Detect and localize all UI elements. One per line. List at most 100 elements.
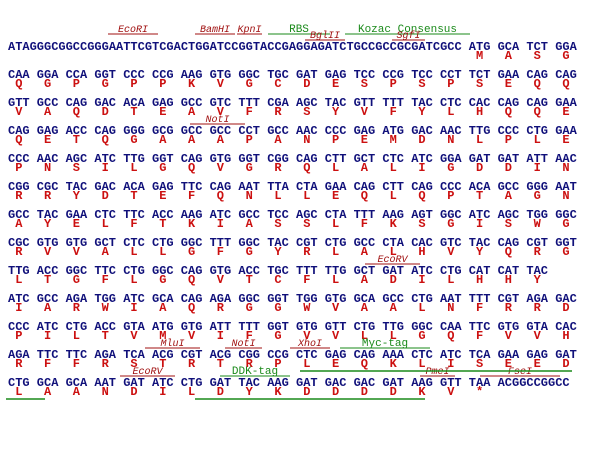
amino-acid: E <box>159 189 166 203</box>
amino-acid: L <box>390 245 397 259</box>
codon: TTG <box>382 320 404 334</box>
amino-acid: A <box>246 217 254 231</box>
amino-acid: L <box>390 161 397 175</box>
codon: CTC <box>123 236 145 250</box>
amino-acid: Q <box>188 273 195 287</box>
amino-acid: T <box>73 133 80 147</box>
codon: CTG <box>66 320 88 334</box>
amino-acid: A <box>361 301 369 315</box>
amino-acid: A <box>217 133 225 147</box>
amino-acid: P <box>332 133 339 147</box>
amino-acid: E <box>332 77 339 91</box>
amino-acid: Q <box>188 301 195 315</box>
feature-label: MluI <box>160 338 184 350</box>
amino-acid: G <box>418 329 425 343</box>
amino-acid: F <box>246 329 253 343</box>
amino-acid: E <box>159 105 166 119</box>
amino-acid: Q <box>534 105 541 119</box>
codon: GCC <box>8 208 30 222</box>
codon: AGC <box>66 152 88 166</box>
amino-acid: R <box>102 357 110 371</box>
codon: AGA <box>526 292 548 306</box>
codon: GGA <box>440 152 462 166</box>
codon: GTA <box>123 320 145 334</box>
amino-acid: L <box>418 301 425 315</box>
amino-acid: K <box>390 217 398 231</box>
amino-acid: L <box>274 189 281 203</box>
codon: CCT <box>238 124 260 138</box>
amino-acid: A <box>361 161 369 175</box>
amino-acid: H <box>418 245 425 259</box>
codon: GGT <box>152 152 174 166</box>
codon: AGC <box>296 208 318 222</box>
codon: CTG <box>152 236 174 250</box>
codon: TGG <box>526 208 548 222</box>
amino-acid: G <box>188 245 195 259</box>
codon: GTT <box>8 96 30 110</box>
codon: GGG <box>526 180 548 194</box>
amino-acid: R <box>274 161 282 175</box>
codon: GTC <box>210 96 232 110</box>
amino-acid: Q <box>217 189 224 203</box>
codon: GCA <box>152 292 174 306</box>
codon: AAC <box>296 124 318 138</box>
codon: TTG <box>469 124 491 138</box>
amino-acid: E <box>332 189 339 203</box>
codon: GCT <box>94 236 116 250</box>
codon: GGA <box>37 68 59 82</box>
amino-acid: S <box>505 217 512 231</box>
amino-acid: T <box>476 189 483 203</box>
codon: GTG <box>37 236 59 250</box>
amino-acid: K <box>274 385 282 399</box>
codon: CGG <box>267 152 289 166</box>
codon: GAT <box>382 376 404 390</box>
codon: CAG <box>66 96 88 110</box>
codon: GGT <box>267 292 289 306</box>
amino-acid: Q <box>447 329 454 343</box>
amino-acid: W <box>534 217 542 231</box>
feature-label: FseI <box>508 367 532 378</box>
amino-acid: L <box>332 217 339 231</box>
amino-acid: S <box>130 357 137 371</box>
amino-acid: L <box>130 245 137 259</box>
amino-acid: G <box>246 301 253 315</box>
codon: TCA <box>123 348 145 362</box>
codon: GAC <box>354 376 376 390</box>
amino-acid: F <box>246 105 253 119</box>
amino-acid: Y <box>332 105 340 119</box>
codon: GTG <box>210 264 232 278</box>
codon: TTA <box>267 180 289 194</box>
amino-acid: G <box>44 77 51 91</box>
codon: ACA <box>123 180 145 194</box>
amino-acid: Y <box>418 105 426 119</box>
codon: CTA <box>382 236 404 250</box>
codon: CAA <box>440 320 462 334</box>
amino-acid: D <box>390 385 397 399</box>
codon: GAA <box>555 124 577 138</box>
amino-acid: L <box>73 329 80 343</box>
codon: TAC <box>469 236 491 250</box>
amino-acid: F <box>102 273 109 287</box>
codon: GCC <box>267 124 289 138</box>
amino-acid: R <box>534 301 542 315</box>
codon: GTT <box>440 376 462 390</box>
codon: AAC <box>555 152 577 166</box>
codon: GGC <box>152 264 174 278</box>
codon: AGC <box>296 96 318 110</box>
codon: GCC <box>354 236 376 250</box>
codon: GAG <box>325 348 347 362</box>
codon: AGC <box>498 208 520 222</box>
amino-acid: A <box>505 189 513 203</box>
codon: AAG <box>411 376 433 390</box>
codon: CTG <box>440 264 462 278</box>
amino-acid: P <box>130 77 137 91</box>
trailer-sequence: ACGGCCGGCC <box>498 376 570 390</box>
codon: CTT <box>325 152 347 166</box>
codon: ATC <box>37 320 59 334</box>
codon: GTT <box>354 96 376 110</box>
amino-acid: T <box>102 329 109 343</box>
amino-acid: E <box>44 133 51 147</box>
codon: ATC <box>411 152 433 166</box>
codon: ATC <box>210 208 232 222</box>
